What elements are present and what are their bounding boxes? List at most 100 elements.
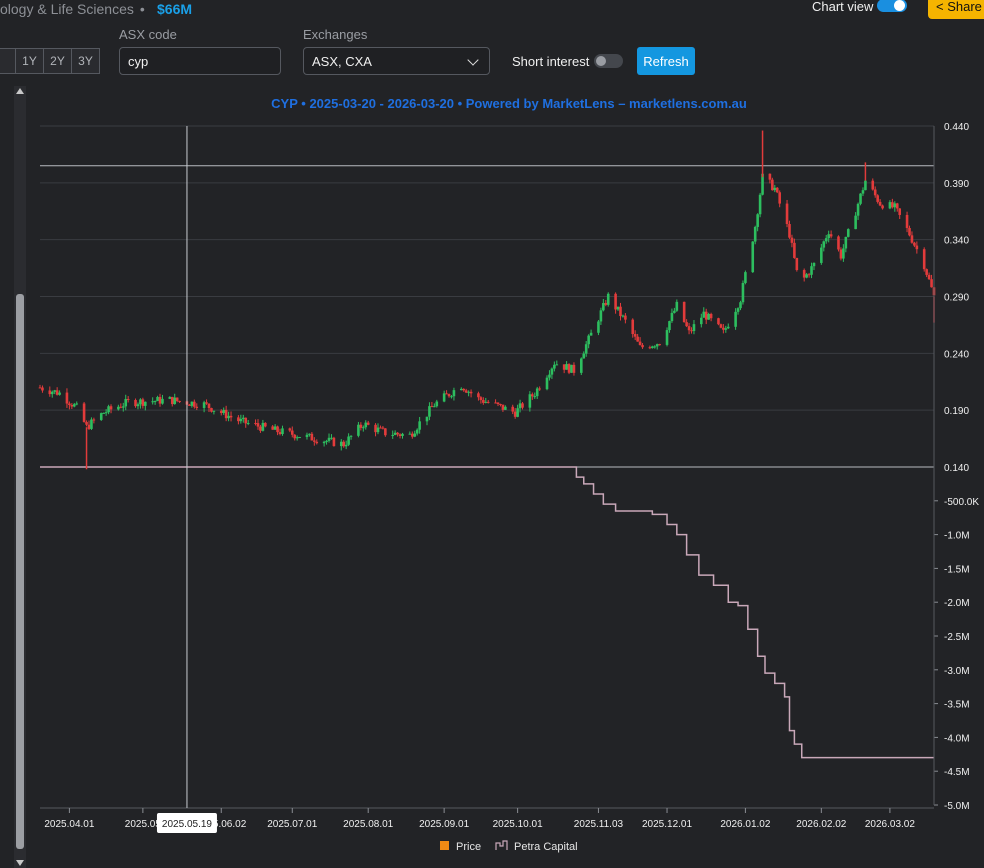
candle-body xyxy=(452,390,456,397)
candle-body xyxy=(210,408,213,412)
candle-body xyxy=(293,434,297,439)
candle-body xyxy=(908,227,911,236)
candle-body xyxy=(362,427,365,429)
candle-body xyxy=(673,310,676,313)
candle-body xyxy=(822,241,826,248)
candle-body xyxy=(447,394,451,397)
short-interest-toggle[interactable] xyxy=(594,54,623,68)
candle-body xyxy=(450,396,453,398)
holdings-tick-label: -1.0M xyxy=(944,531,970,542)
candle-body xyxy=(308,433,311,435)
candle-body xyxy=(871,180,875,190)
scroll-down-icon[interactable] xyxy=(16,860,24,866)
candle-body xyxy=(193,401,196,407)
candle-body xyxy=(553,364,556,369)
candle-body xyxy=(913,242,916,246)
chart-view-toggle[interactable] xyxy=(877,0,907,12)
scrollbar-thumb[interactable] xyxy=(16,294,24,849)
candle-body xyxy=(58,392,61,395)
candle-body xyxy=(75,403,79,405)
candle-body xyxy=(271,426,274,430)
candle-body xyxy=(241,417,245,419)
candle-body xyxy=(665,330,669,345)
candle-body xyxy=(398,434,402,437)
candle-body xyxy=(518,403,522,409)
candle-body xyxy=(425,416,429,422)
candle-body xyxy=(753,226,757,242)
range-button-cut[interactable] xyxy=(0,48,16,74)
candle-body xyxy=(859,193,862,204)
candle-body xyxy=(820,247,823,263)
candle-body xyxy=(119,406,123,408)
candle-body xyxy=(682,301,686,323)
share-button[interactable]: < Share xyxy=(928,0,984,19)
candle-body xyxy=(349,435,353,437)
range-button-3y[interactable]: 3Y xyxy=(71,48,100,74)
candle-body xyxy=(653,346,657,348)
candle-body xyxy=(126,398,130,400)
price-tick-label: 0.240 xyxy=(944,349,969,360)
top-bar: ology & Life Sciences • $66M Chart view <… xyxy=(0,0,984,22)
candle-body xyxy=(621,315,625,317)
candle-body xyxy=(222,409,225,413)
exchanges-select[interactable]: ASX, CXA xyxy=(303,47,490,75)
candle-body xyxy=(788,224,791,238)
candle-body xyxy=(773,187,777,191)
x-tick-label: 2025.08.01 xyxy=(343,819,393,830)
candle-body xyxy=(237,417,240,422)
candle-body xyxy=(726,326,730,329)
scroll-up-icon[interactable] xyxy=(16,88,24,94)
candle-body xyxy=(339,441,343,447)
candle-body xyxy=(910,235,914,243)
candle-body xyxy=(99,413,103,420)
candle-body xyxy=(428,406,431,417)
candle-body xyxy=(812,262,816,267)
candle-body xyxy=(82,403,86,422)
candle-body xyxy=(616,306,620,310)
candle-body xyxy=(290,430,294,435)
candle-body xyxy=(641,345,644,348)
holdings-tick-label: -1.5M xyxy=(944,564,970,575)
candle-body xyxy=(707,313,710,320)
candle-body xyxy=(717,318,720,325)
candle-body xyxy=(41,387,44,391)
price-tick-label: 0.340 xyxy=(944,236,969,247)
candle-body xyxy=(229,415,233,418)
exchanges-label: Exchanges xyxy=(303,27,368,42)
candle-body xyxy=(589,332,593,336)
candle-body xyxy=(739,302,742,309)
candle-body xyxy=(313,440,316,442)
range-button-1y[interactable]: 1Y xyxy=(15,48,44,74)
candle-body xyxy=(85,421,88,425)
candle-body xyxy=(631,319,635,335)
candle-body xyxy=(802,270,806,278)
candle-body xyxy=(295,437,299,439)
holdings-tick-label: -3.0M xyxy=(944,666,970,677)
candle-body xyxy=(107,406,110,413)
range-button-2y[interactable]: 2Y xyxy=(43,48,72,74)
holdings-tick-label: -2.5M xyxy=(944,632,970,643)
legend-price-label: Price xyxy=(456,841,481,853)
candle-body xyxy=(604,303,608,305)
candle-body xyxy=(719,324,723,328)
candle-body xyxy=(227,415,230,419)
candle-body xyxy=(315,441,319,444)
crosshair: 2025.05.19 xyxy=(156,126,217,833)
candle-body xyxy=(445,393,448,395)
sector-label: ology & Life Sciences • xyxy=(0,1,145,17)
candle-body xyxy=(104,412,108,414)
chart-scrollbar[interactable] xyxy=(14,86,26,868)
candle-body xyxy=(893,203,897,208)
asx-code-input[interactable]: cyp xyxy=(119,47,281,75)
candle-body xyxy=(48,390,52,395)
chevron-down-icon xyxy=(467,54,479,66)
candle-body xyxy=(288,428,292,431)
price-chart[interactable]: CYP • 2025-03-20 - 2026-03-20 • Powered … xyxy=(0,86,984,868)
candle-body xyxy=(891,202,894,208)
candle-body xyxy=(775,187,779,193)
refresh-button[interactable]: Refresh xyxy=(637,47,695,75)
candle-body xyxy=(486,401,490,403)
candle-body xyxy=(807,274,811,276)
candle-body xyxy=(134,399,137,407)
candle-body xyxy=(408,433,412,435)
